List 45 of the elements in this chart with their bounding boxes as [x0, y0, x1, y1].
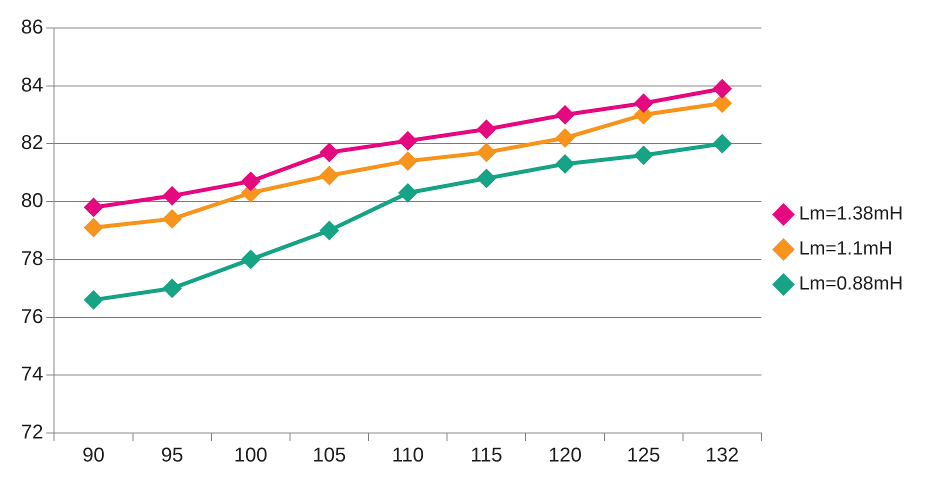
x-tick-label: 95: [160, 444, 184, 467]
x-tick-label: 90: [82, 444, 105, 467]
x-tick-label: 105: [312, 444, 346, 467]
x-tick-label: 132: [706, 444, 739, 467]
point: [713, 80, 732, 98]
point: [163, 210, 182, 228]
y-tick-label: 84: [20, 74, 44, 96]
point: [477, 120, 496, 138]
point: [84, 218, 103, 237]
legend-label: Lm=1.38mH: [798, 204, 904, 225]
x-tick-label: 115: [470, 444, 502, 467]
point: [84, 290, 103, 309]
point: [320, 222, 338, 240]
y-tick-label: 74: [20, 364, 44, 386]
point: [477, 169, 496, 188]
point: [163, 186, 182, 205]
point: [398, 132, 417, 150]
x-tick-label: 110: [392, 444, 424, 467]
point: [242, 172, 260, 190]
y-tick-label: 72: [20, 422, 44, 444]
point: [634, 94, 653, 112]
point: [242, 250, 260, 268]
point: [713, 134, 732, 153]
point: [713, 94, 732, 112]
point: [320, 143, 338, 162]
point: [84, 198, 103, 216]
point: [556, 106, 574, 124]
y-tick-label: 78: [20, 248, 44, 270]
x-tick-label: 100: [234, 444, 268, 467]
point: [398, 152, 417, 170]
point: [556, 128, 574, 147]
y-tick-label: 82: [20, 132, 44, 154]
legend-label: Lm=0.88mH: [798, 274, 904, 295]
x-tick-label: 120: [548, 444, 582, 467]
y-tick-label: 86: [20, 16, 44, 39]
y-tick-label: 80: [20, 190, 44, 212]
point: [556, 154, 574, 173]
legend-label: Lm=1.1mH: [798, 238, 892, 260]
point: [398, 184, 417, 202]
point: [477, 143, 496, 162]
point: [634, 146, 653, 164]
point: [163, 279, 182, 298]
point: [320, 166, 338, 185]
x-tick-label: 125: [626, 444, 660, 467]
y-tick-label: 76: [20, 306, 44, 328]
